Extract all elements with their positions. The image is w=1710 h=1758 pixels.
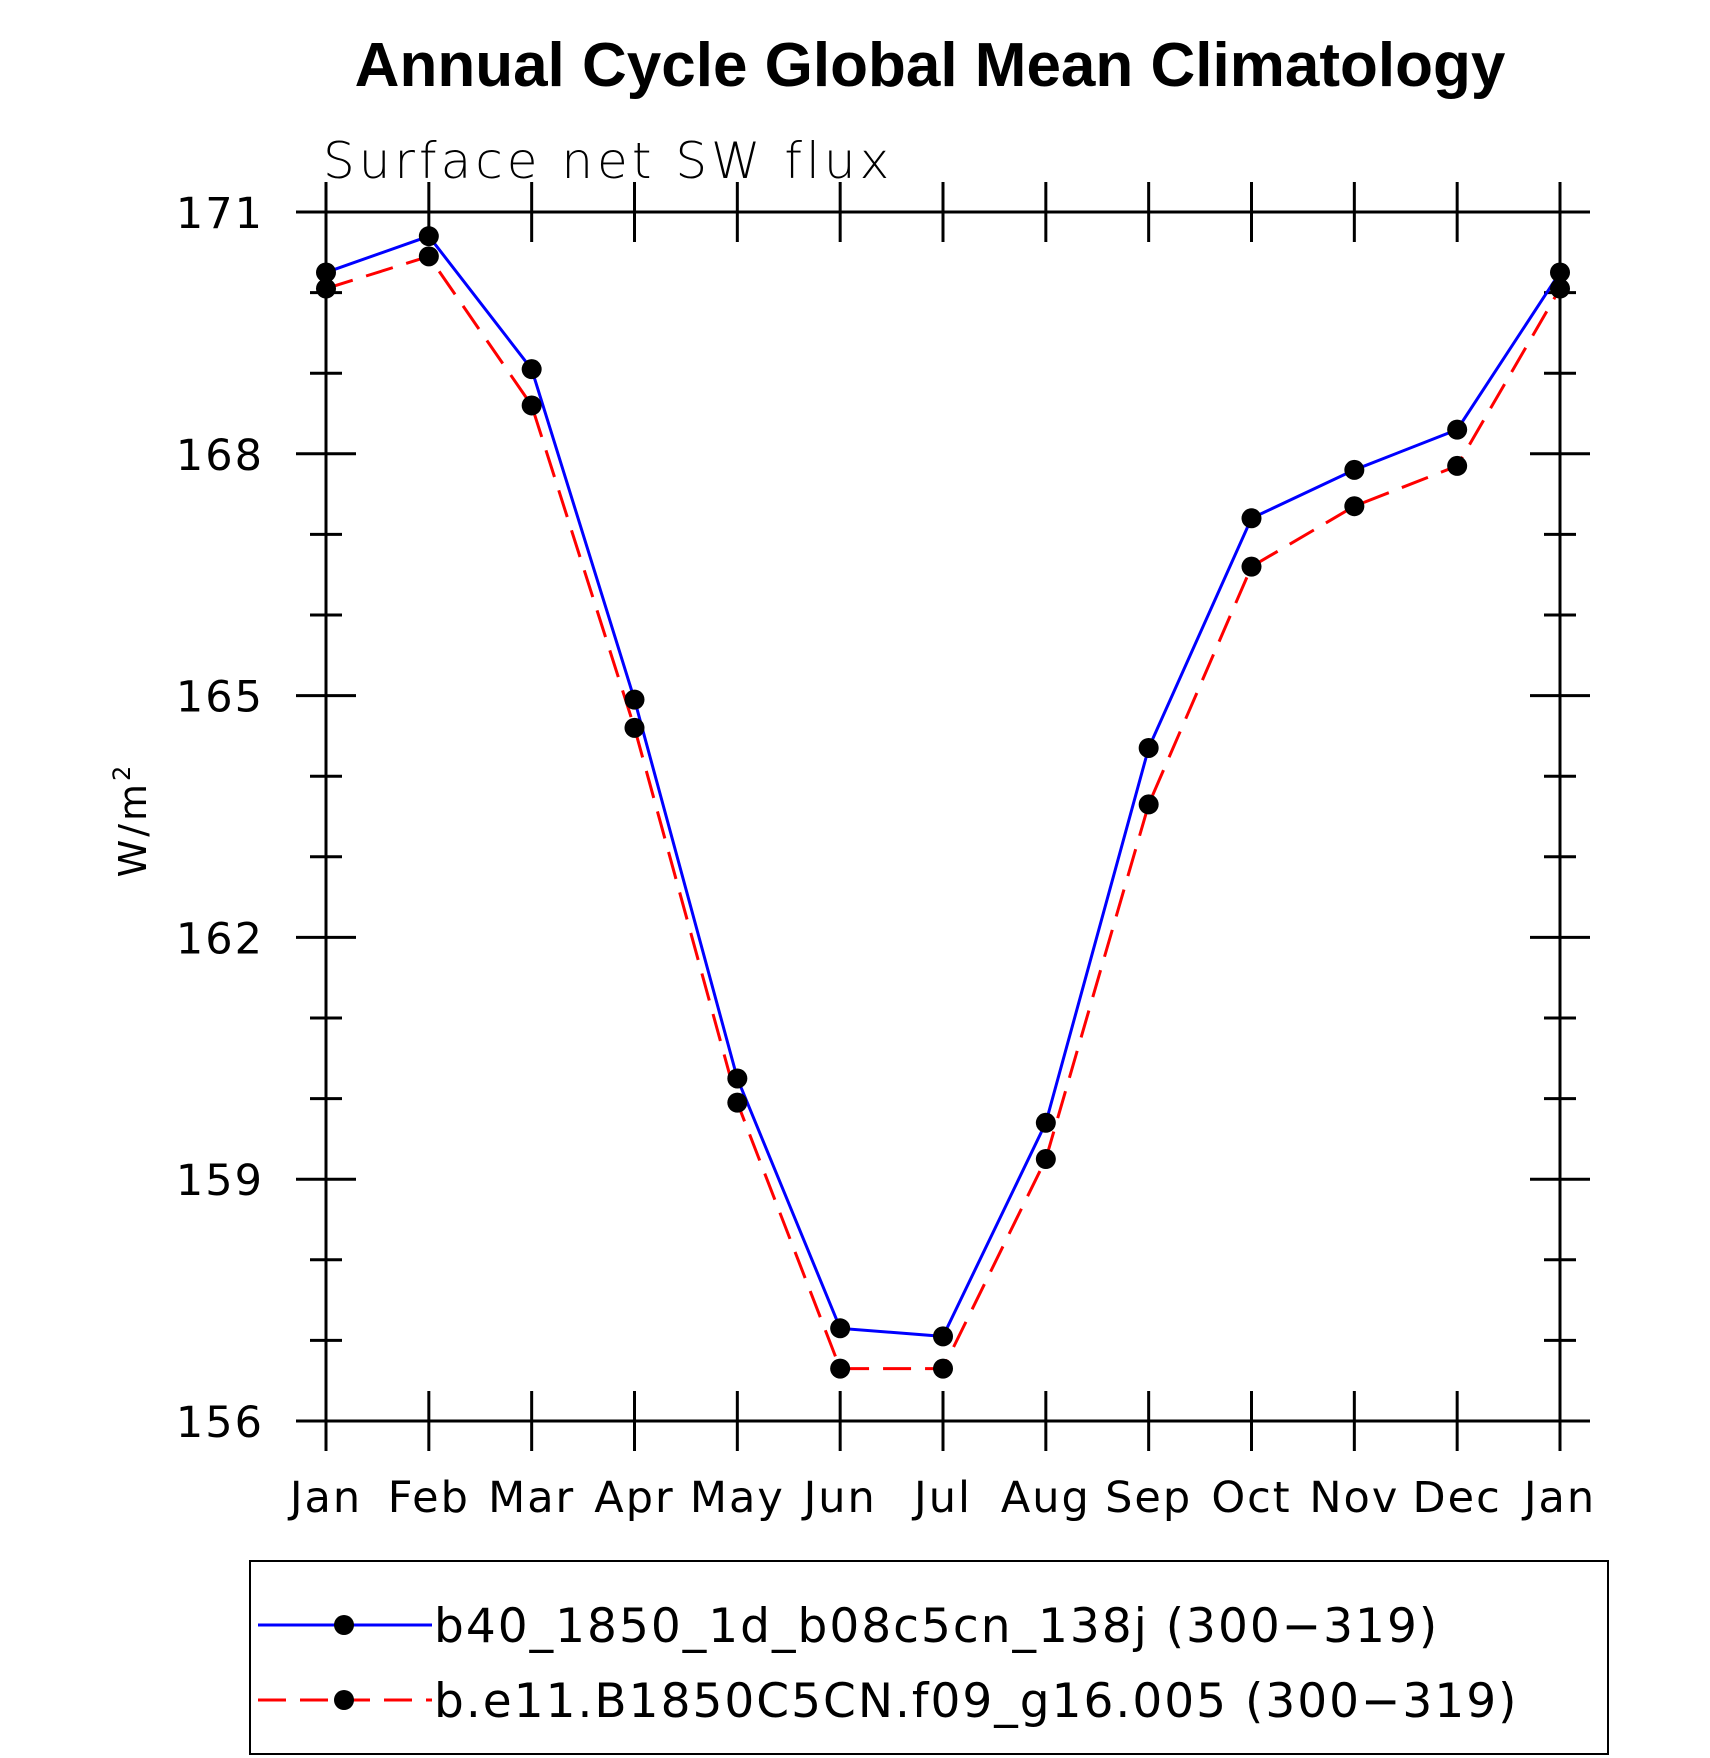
- series-2-point: [1241, 556, 1262, 577]
- series-2-point: [933, 1358, 953, 1379]
- y-axis-label-base: W/m: [111, 781, 155, 877]
- x-tick-label: Mar: [488, 1473, 575, 1523]
- y-tick-label: 165: [176, 673, 264, 723]
- series-2-point: [521, 395, 542, 416]
- legend-label-1: b40_1850_1d_b08c5cn_138j (300−319): [434, 1599, 1439, 1654]
- x-tick-label: Oct: [1211, 1473, 1291, 1523]
- series-2-point: [624, 717, 645, 738]
- series-line-2: [325, 254, 1562, 1371]
- series-1-point: [727, 1068, 748, 1089]
- legend-marker-1: [334, 1615, 354, 1635]
- series-2-point: [1035, 1149, 1056, 1170]
- series-2-point: [1344, 496, 1365, 517]
- y-tick-label: 159: [176, 1156, 264, 1206]
- tick-labels: Jan Feb Mar Apr May Jun Jul Aug Sep Oct Nov Dec Jan 1…: [176, 189, 1596, 1523]
- chart-subtitle: Surface net SW flux: [323, 132, 893, 190]
- series-1-point: [1447, 419, 1468, 440]
- series-line-1: [325, 234, 1562, 1338]
- axis-ticks: [296, 182, 1590, 1451]
- x-tick-label: Dec: [1413, 1473, 1502, 1523]
- legend: b40_1850_1d_b08c5cn_138j (300−319) b.e11.…: [249, 1560, 1609, 1755]
- series-1-point: [418, 226, 439, 247]
- legend-box: [249, 1560, 1609, 1755]
- series-1-point: [1241, 508, 1262, 529]
- series-1-point: [521, 359, 542, 380]
- y-tick-label: 162: [176, 914, 264, 964]
- data-series: [316, 226, 1570, 1379]
- series-1-point: [1344, 459, 1365, 480]
- y-tick-label: 156: [176, 1398, 264, 1448]
- plot-frame: [324, 210, 1562, 1423]
- x-tick-label: Apr: [594, 1473, 674, 1523]
- series-2-point: [830, 1358, 851, 1379]
- series-2-point: [1138, 794, 1159, 815]
- chart-title: Annual Cycle Global Mean Climatology: [355, 31, 1506, 100]
- x-tick-label: Jan: [287, 1473, 362, 1523]
- x-tick-label: Feb: [388, 1473, 470, 1523]
- series-1-point: [1035, 1112, 1056, 1133]
- series-1-point: [624, 689, 645, 710]
- series-2-point: [418, 246, 439, 267]
- series-1-point: [830, 1318, 851, 1339]
- y-axis-label-superscript: 2: [108, 763, 136, 781]
- x-tick-label: Jun: [801, 1473, 877, 1523]
- y-tick-label: 168: [176, 431, 264, 481]
- y-axis-label: W/m2: [108, 763, 155, 878]
- series-2-point: [727, 1092, 748, 1113]
- series-1-point: [1138, 737, 1159, 758]
- series-2-point: [1447, 455, 1468, 476]
- x-tick-label: Sep: [1105, 1473, 1192, 1523]
- x-tick-label: May: [690, 1473, 785, 1523]
- legend-marker-2: [334, 1690, 354, 1710]
- x-tick-label: Aug: [1001, 1473, 1091, 1523]
- series-1-point: [933, 1326, 953, 1347]
- x-tick-label: Nov: [1309, 1473, 1399, 1523]
- y-tick-label: 171: [176, 189, 264, 239]
- x-tick-label: Jul: [911, 1473, 972, 1523]
- x-tick-label: Jan: [1521, 1473, 1596, 1523]
- legend-label-2: b.e11.B1850C5CN.f09_g16.005 (300−319): [434, 1674, 1518, 1729]
